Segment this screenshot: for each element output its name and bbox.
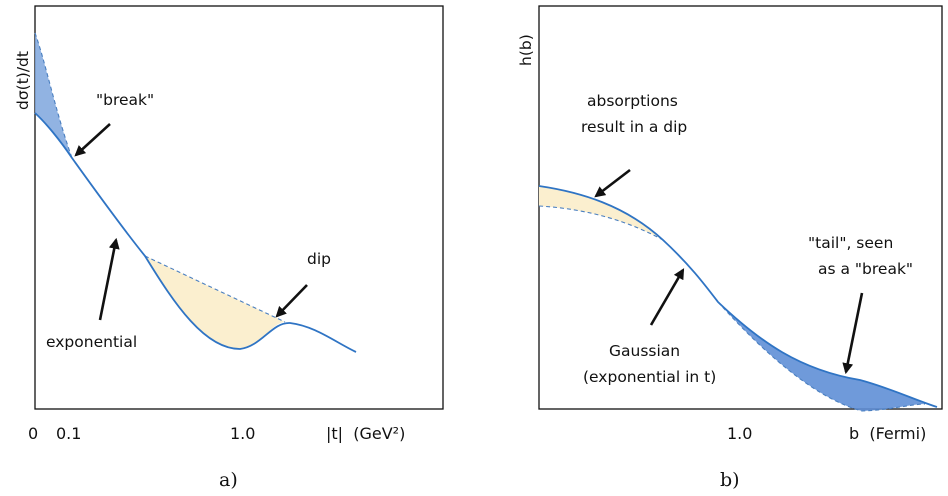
- exponential-arrow: [98, 237, 120, 321]
- break-arrow: [74, 123, 111, 157]
- tail-label-line1: "tail", seen: [808, 234, 893, 252]
- x-tick-0-1: 0.1: [56, 424, 81, 443]
- absorption-dashed-curve: [538, 205, 664, 241]
- y-axis-label-b: h(b): [517, 34, 535, 66]
- gaussian-arrow: [649, 268, 685, 326]
- exponential-label: exponential: [46, 333, 137, 351]
- panel-a: dσ(t)/dt "break" dip exponential 0 0.1 1…: [14, 5, 444, 491]
- x-tick-0: 0: [28, 424, 38, 443]
- absorption-label-line1: absorptions: [587, 92, 678, 110]
- gaussian-label-line1: Gaussian: [609, 342, 680, 360]
- panel-b-caption: b): [720, 469, 740, 491]
- y-axis-label: dσ(t)/dt: [14, 51, 32, 110]
- x-tick-1-0-b: 1.0: [727, 424, 752, 443]
- panel-a-frame: [34, 5, 444, 410]
- absorption-shaded-region: [539, 186, 663, 240]
- x-axis-label: |t| (GeV²): [326, 424, 405, 443]
- absorption-arrow: [594, 168, 631, 198]
- absorption-label-line2: result in a dip: [581, 118, 687, 136]
- tail-shaded-region: [718, 302, 925, 411]
- profile-curve: [538, 185, 938, 408]
- panel-a-caption: a): [219, 469, 238, 491]
- panel-b: h(b) absorptions result in a dip "tail",…: [517, 5, 943, 491]
- x-tick-1-0: 1.0: [230, 424, 255, 443]
- panel-b-frame: [538, 5, 943, 410]
- dip-shaded-region: [145, 256, 285, 349]
- x-axis-label-b: b (Fermi): [849, 424, 926, 443]
- tail-dashed-curve: [717, 301, 926, 412]
- dip-arrow: [275, 284, 308, 318]
- break-label: "break": [96, 91, 154, 109]
- tail-label-line2: as a "break": [818, 260, 913, 278]
- dip-label: dip: [307, 250, 331, 268]
- cross-section-curve: [34, 112, 357, 353]
- break-shaded-region: [35, 33, 72, 158]
- break-dashed-extrapolation: [34, 32, 73, 159]
- tail-arrow: [842, 292, 864, 375]
- dip-dashed-extrapolation: [144, 255, 286, 323]
- gaussian-label-line2: (exponential in t): [583, 368, 716, 386]
